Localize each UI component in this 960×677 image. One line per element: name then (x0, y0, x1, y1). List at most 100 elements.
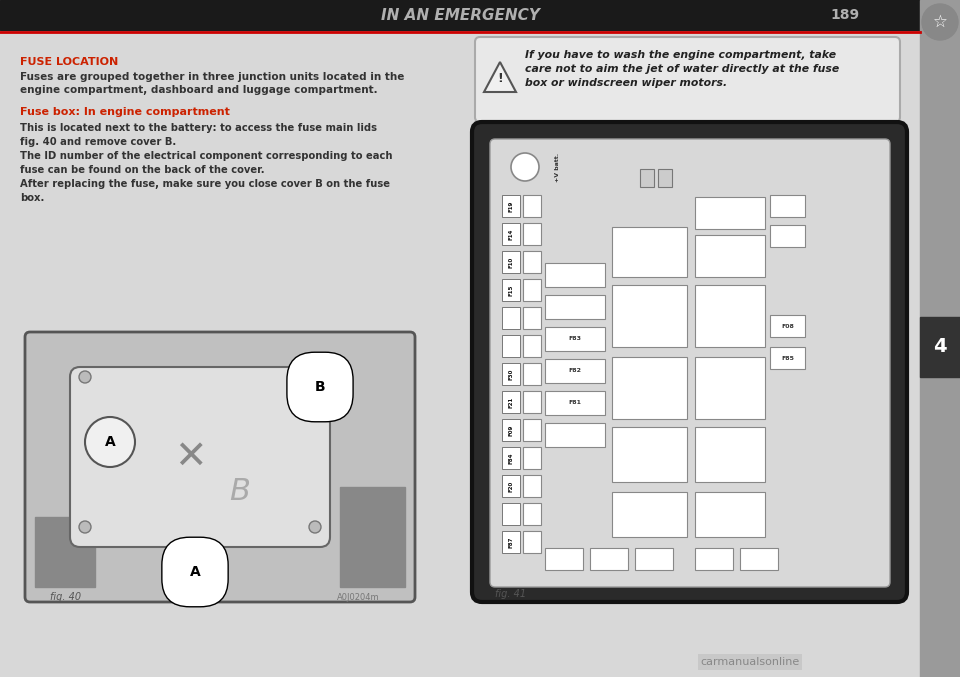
Text: F87: F87 (509, 536, 514, 548)
Text: 4: 4 (933, 338, 947, 357)
Bar (920, 317, 960, 377)
Text: B: B (229, 477, 251, 506)
Text: FUSE LOCATION: FUSE LOCATION (20, 57, 118, 67)
Bar (523, 307, 541, 329)
FancyBboxPatch shape (475, 37, 900, 122)
Text: F82: F82 (568, 368, 582, 374)
Text: F83: F83 (568, 336, 582, 341)
Bar (523, 335, 541, 357)
Circle shape (85, 417, 135, 467)
Bar (545, 359, 605, 383)
Text: F81: F81 (568, 401, 582, 406)
Bar (545, 423, 605, 447)
Bar (920, 0, 960, 677)
Text: This is located next to the battery: to access the fuse main lids
fig. 40 and re: This is located next to the battery: to … (20, 123, 393, 203)
Text: F85: F85 (781, 355, 794, 360)
Text: A: A (105, 435, 115, 449)
Text: ✕: ✕ (174, 438, 206, 476)
Bar (545, 548, 583, 570)
Circle shape (511, 153, 539, 181)
Bar (502, 335, 520, 357)
Bar (35, 517, 95, 587)
Bar (545, 263, 605, 287)
Bar (502, 307, 520, 329)
Text: A: A (190, 565, 201, 579)
Text: ☆: ☆ (932, 13, 948, 31)
Text: F15: F15 (509, 284, 514, 296)
Bar (502, 447, 520, 469)
Text: F84: F84 (509, 452, 514, 464)
Bar (523, 503, 541, 525)
Bar (770, 225, 805, 247)
Bar (340, 487, 405, 587)
Text: A0J0204m: A0J0204m (337, 593, 380, 602)
Bar (523, 419, 541, 441)
Bar (770, 315, 805, 337)
Text: F30: F30 (509, 368, 514, 380)
Text: carmanualsonline: carmanualsonline (701, 657, 800, 667)
FancyBboxPatch shape (472, 122, 907, 602)
Bar (658, 169, 672, 187)
Text: F08: F08 (781, 324, 794, 328)
Bar (502, 279, 520, 301)
Bar (545, 327, 605, 351)
Bar (640, 169, 654, 187)
Bar (523, 195, 541, 217)
Bar (740, 548, 778, 570)
Text: F09: F09 (509, 424, 514, 436)
Polygon shape (484, 62, 516, 92)
Text: !: ! (497, 72, 503, 85)
Text: If you have to wash the engine compartment, take
care not to aim the jet of wate: If you have to wash the engine compartme… (525, 50, 839, 88)
Bar (695, 427, 765, 482)
Bar (0, 0, 920, 30)
Circle shape (79, 371, 91, 383)
Circle shape (309, 521, 321, 533)
Text: F21: F21 (509, 396, 514, 408)
Text: +V batt.: +V batt. (555, 152, 560, 181)
Text: F19: F19 (509, 200, 514, 212)
Circle shape (79, 521, 91, 533)
Text: IN AN EMERGENCY: IN AN EMERGENCY (380, 7, 540, 22)
Bar (695, 548, 733, 570)
Bar (523, 251, 541, 273)
Bar (612, 227, 687, 277)
Text: Fuses are grouped together in three junction units located in the
engine compart: Fuses are grouped together in three junc… (20, 72, 404, 95)
FancyBboxPatch shape (25, 332, 415, 602)
Bar (502, 223, 520, 245)
Bar (695, 492, 765, 537)
Text: F10: F10 (509, 257, 514, 267)
Bar (612, 285, 687, 347)
Bar (695, 357, 765, 419)
Bar (612, 357, 687, 419)
Bar (523, 475, 541, 497)
Bar (770, 347, 805, 369)
Bar (502, 251, 520, 273)
Bar (502, 363, 520, 385)
Text: 189: 189 (830, 8, 859, 22)
Bar (635, 548, 673, 570)
Bar (523, 363, 541, 385)
Bar (523, 223, 541, 245)
Text: B: B (315, 380, 325, 394)
Bar (502, 195, 520, 217)
Bar (770, 195, 805, 217)
FancyBboxPatch shape (70, 367, 330, 547)
Bar (612, 427, 687, 482)
Text: F20: F20 (509, 481, 514, 492)
Bar (502, 475, 520, 497)
Bar (590, 548, 628, 570)
Circle shape (922, 4, 958, 40)
Bar (502, 503, 520, 525)
FancyBboxPatch shape (490, 139, 890, 587)
Bar (545, 295, 605, 319)
Text: Fuse box: In engine compartment: Fuse box: In engine compartment (20, 107, 229, 117)
Bar (695, 197, 765, 229)
Bar (523, 279, 541, 301)
Bar (502, 391, 520, 413)
Bar (695, 235, 765, 277)
Circle shape (309, 371, 321, 383)
Bar (612, 492, 687, 537)
Bar (502, 531, 520, 553)
Text: F14: F14 (509, 228, 514, 240)
Text: fig. 40: fig. 40 (50, 592, 82, 602)
